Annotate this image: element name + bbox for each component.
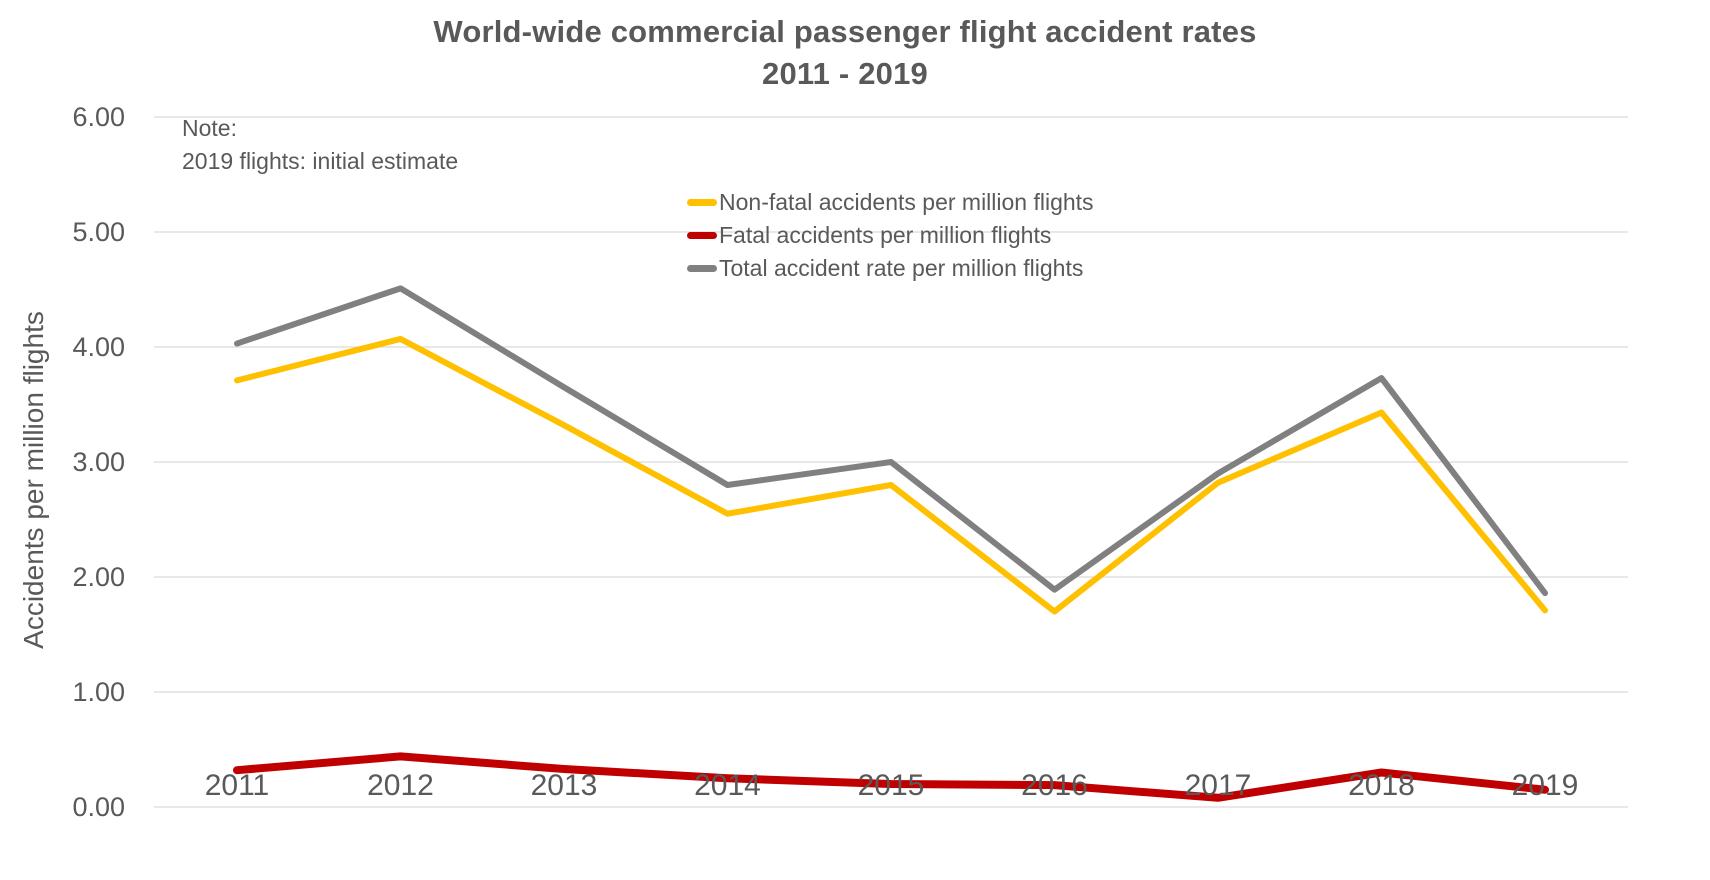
y-tick-label: 6.00 (72, 102, 125, 132)
line-non-fatal-accidents (234, 335, 1548, 615)
y-tick-label: 4.00 (72, 332, 125, 362)
legend-item-fatal: Fatal accidents per million flights (687, 219, 1094, 252)
y-tick-label: 3.00 (72, 447, 125, 477)
x-tick-label: 2012 (367, 769, 434, 802)
legend-item-total: Total accident rate per million flights (687, 252, 1094, 285)
note-text: Note: 2019 flights: initial estimate (182, 112, 458, 178)
line-total-accidents (234, 285, 1548, 597)
x-tick-label: 2015 (857, 769, 925, 802)
y-tick-label: 0.00 (72, 792, 125, 822)
x-tick-label: 2018 (1348, 769, 1415, 802)
chart-title: World-wide commercial passenger flight a… (433, 14, 1257, 49)
line-fatal-accidents (233, 752, 1549, 802)
y-tick-label: 1.00 (72, 677, 125, 707)
x-tick-label: 2019 (1511, 769, 1579, 802)
legend-swatch-non-fatal-icon (687, 199, 717, 206)
legend-swatch-total-icon (687, 265, 717, 272)
x-tick-label: 2016 (1021, 769, 1088, 802)
y-tick-label: 2.00 (72, 562, 125, 592)
x-tick-label: 2017 (1184, 769, 1252, 802)
legend-label: Fatal accidents per million flights (719, 222, 1052, 248)
x-tick-label: 2014 (694, 769, 761, 802)
legend-swatch-fatal-icon (687, 232, 717, 239)
legend-label: Total accident rate per million flights (719, 255, 1084, 281)
legend-item-non-fatal: Non-fatal accidents per million flights (687, 186, 1094, 219)
x-tick-label: 2013 (530, 769, 598, 802)
chart-subtitle: 2011 - 2019 (762, 56, 928, 91)
x-tick-label: 2011 (204, 769, 270, 802)
y-tick-label: 5.00 (72, 217, 125, 247)
note-line-2: 2019 flights: initial estimate (182, 148, 459, 174)
legend: Non-fatal accidents per million flights F… (687, 186, 1094, 285)
legend-label: Non-fatal accidents per million flights (719, 189, 1094, 215)
note-line-1: Note: (182, 115, 237, 141)
